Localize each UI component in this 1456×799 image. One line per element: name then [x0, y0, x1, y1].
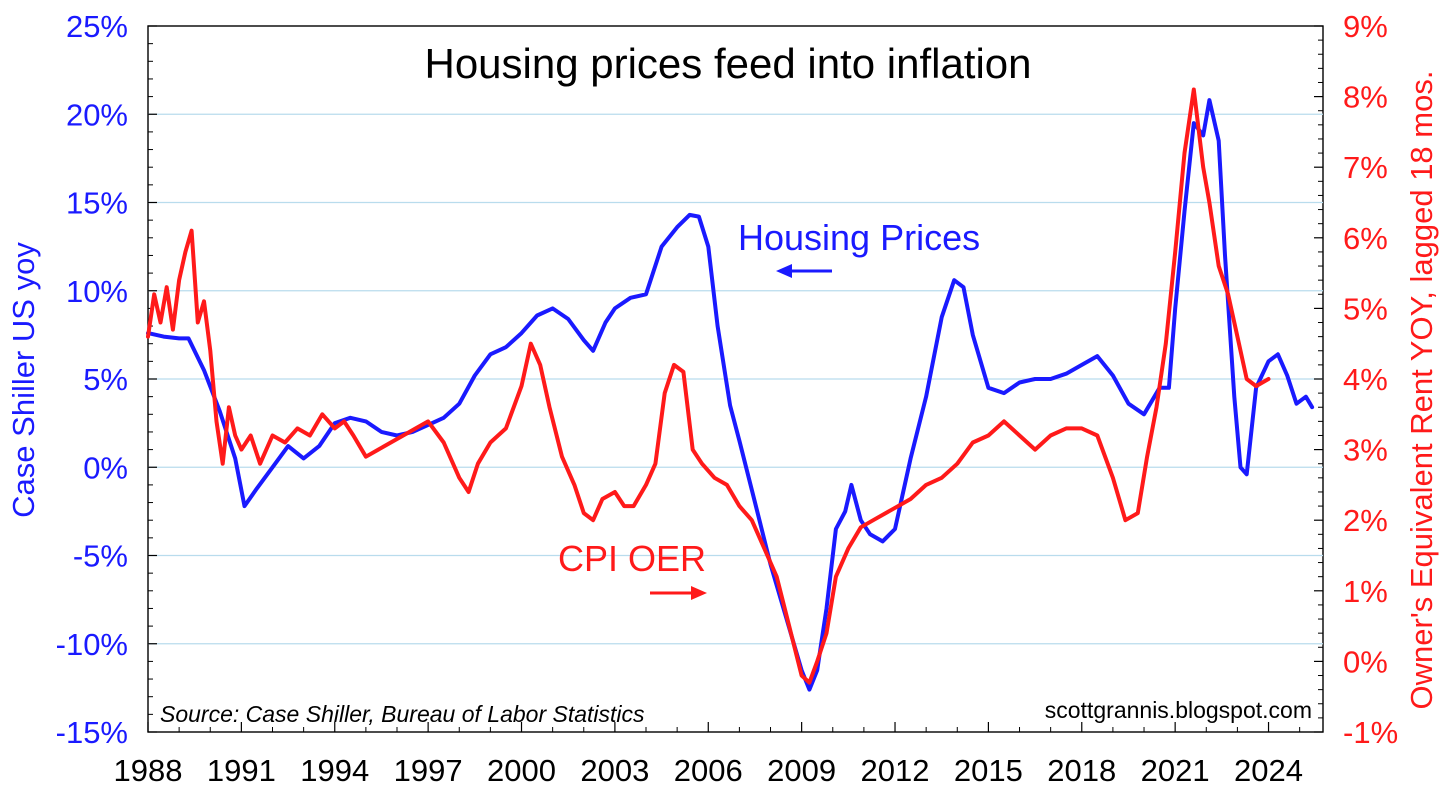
- x-tick-label: 2009: [767, 753, 836, 788]
- cpi-oer-series-line: [146, 87, 1271, 685]
- x-tick-label: 2006: [674, 753, 743, 788]
- x-tick-label: 2012: [861, 753, 930, 788]
- left-tick-label: -5%: [73, 539, 128, 574]
- left-tick-label: 15%: [66, 186, 128, 221]
- left-tick-label: 0%: [83, 450, 128, 485]
- housing-prices-left-arrow: [776, 264, 832, 278]
- left-tick-label: 5%: [83, 362, 128, 397]
- cpi-oer-annotation: CPI OER: [558, 538, 706, 579]
- right-axis-label: Owner's Equivalent Rent YOY, lagged 18 m…: [1404, 71, 1439, 710]
- source-note: Source: Case Shiller, Bureau of Labor St…: [160, 701, 645, 727]
- axis-ticks: -15% -10% -5% 0% 5% 10% 15% 20% 25% -1% 0% 1% 2% 3% 4%…: [56, 9, 1399, 788]
- x-tick-label: 2003: [580, 753, 649, 788]
- housing-prices-annotation: Housing Prices: [738, 217, 980, 258]
- left-tick-label: -15%: [56, 715, 128, 750]
- right-tick-label: 9%: [1343, 9, 1388, 44]
- x-tick-label: 2000: [487, 753, 556, 788]
- x-tick-label: 1994: [300, 753, 369, 788]
- x-tick-label: 2021: [1141, 753, 1210, 788]
- gridlines: [148, 113, 1323, 645]
- right-tick-label: 2%: [1343, 503, 1388, 538]
- right-tick-label: 7%: [1343, 150, 1388, 185]
- x-tick-label: 2018: [1047, 753, 1116, 788]
- right-tick-label: 3%: [1343, 433, 1388, 468]
- right-tick-label: -1%: [1343, 715, 1398, 750]
- left-axis-label: Case Shiller US yoy: [6, 242, 41, 518]
- series-lines: [146, 87, 1315, 692]
- right-tick-label: 8%: [1343, 80, 1388, 115]
- x-tick-label: 2015: [954, 753, 1023, 788]
- right-tick-label: 1%: [1343, 574, 1388, 609]
- right-tick-label: 0%: [1343, 644, 1388, 679]
- right-tick-label: 4%: [1343, 362, 1388, 397]
- x-tick-label: 1988: [114, 753, 183, 788]
- left-tick-label: 20%: [66, 97, 128, 132]
- left-tick-label: 25%: [66, 9, 128, 44]
- chart-title: Housing prices feed into inflation: [424, 40, 1031, 87]
- left-tick-label: -10%: [56, 627, 128, 662]
- cpi-oer-right-arrow: [650, 586, 707, 600]
- x-tick-label: 1997: [394, 753, 463, 788]
- right-tick-label: 6%: [1343, 221, 1388, 256]
- right-tick-label: 5%: [1343, 291, 1388, 326]
- x-tick-label: 1991: [207, 753, 276, 788]
- x-tick-label: 2024: [1234, 753, 1303, 788]
- watermark-text: scottgrannis.blogspot.com: [1045, 697, 1312, 723]
- left-tick-label: 10%: [66, 274, 128, 309]
